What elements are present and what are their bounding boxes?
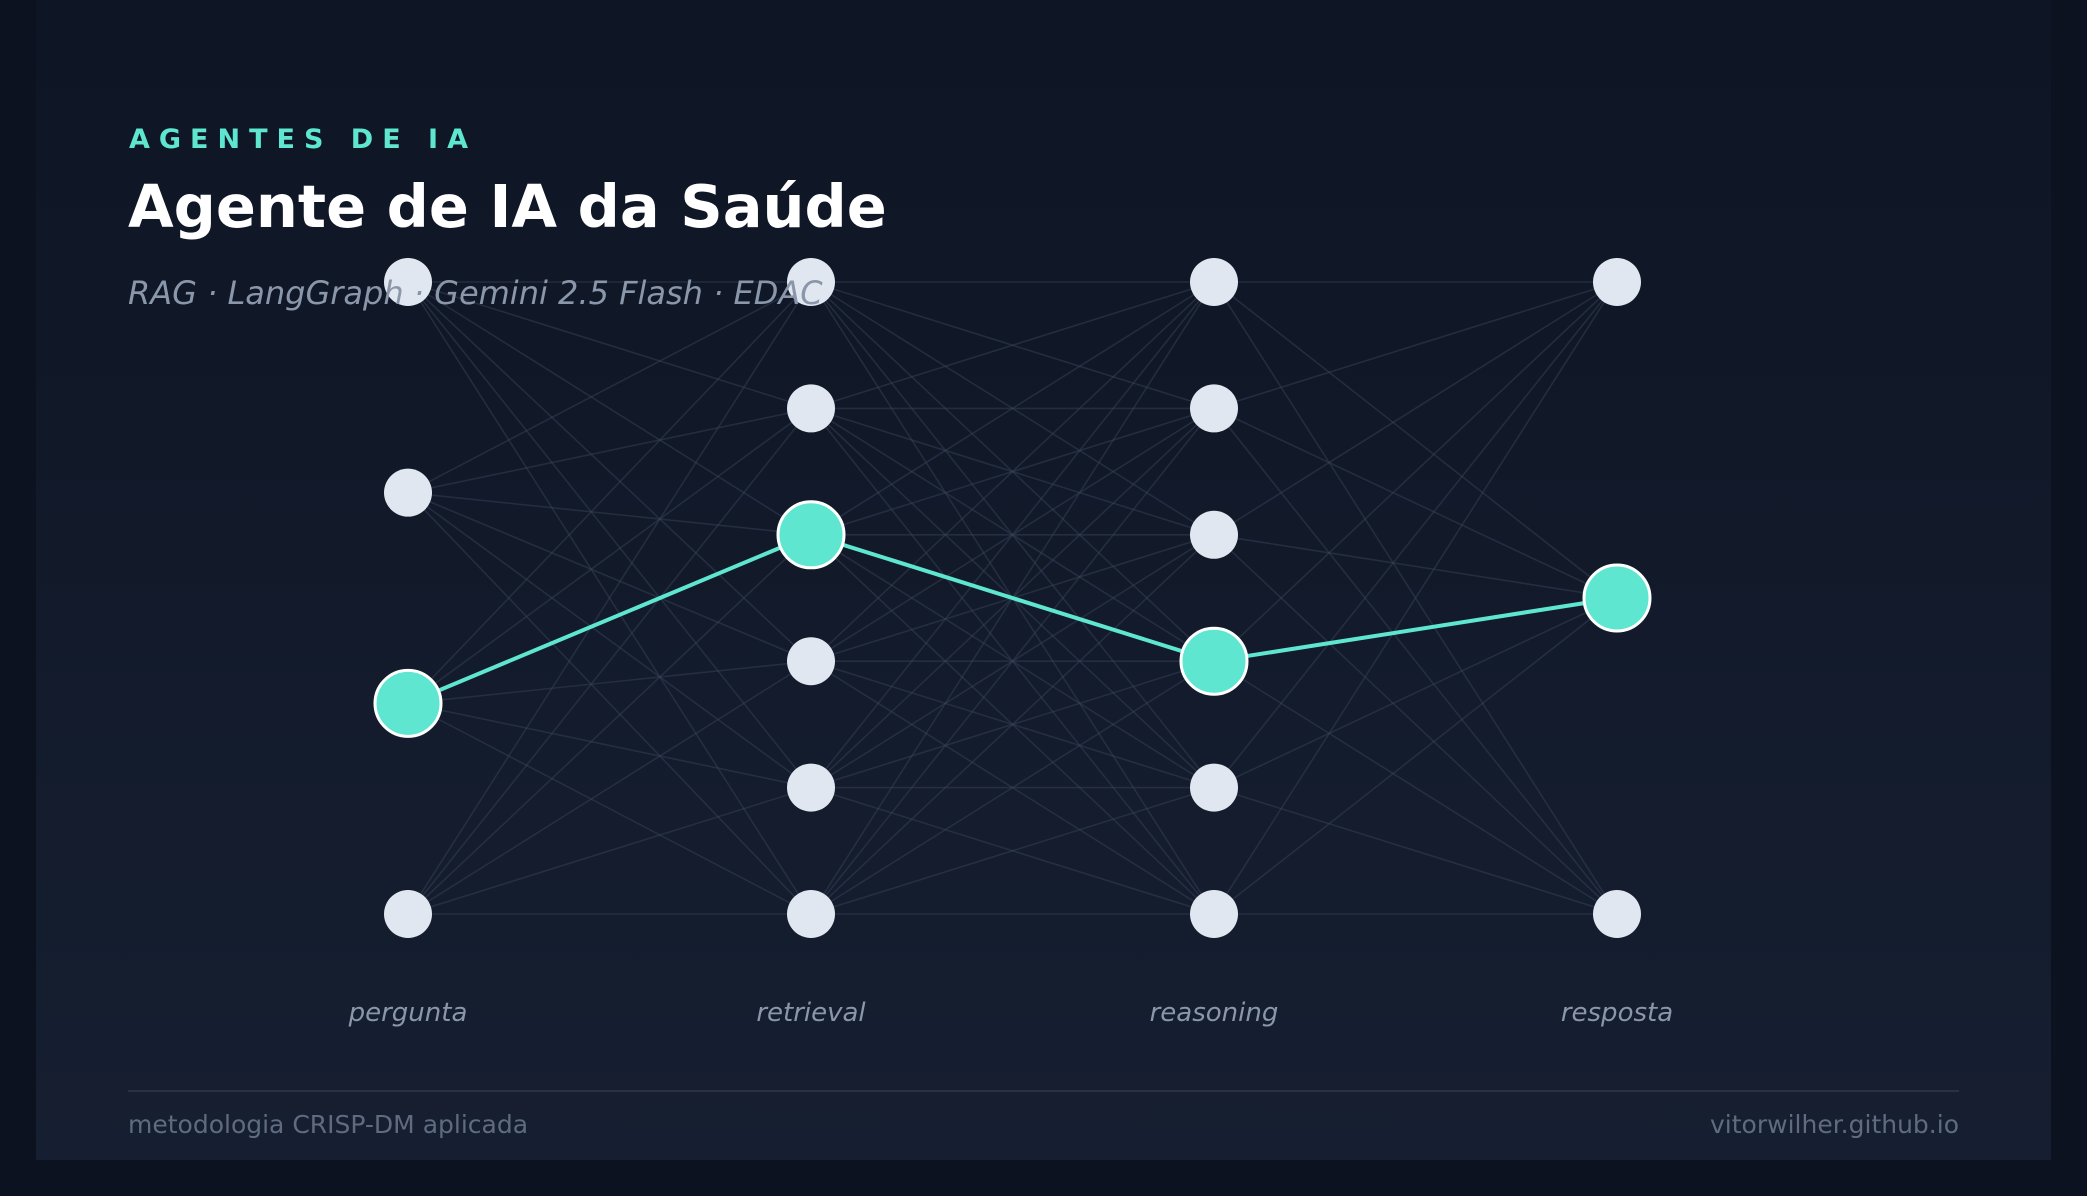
edge-0-1-2 — [407, 491, 812, 536]
edge-2-3-0 — [1213, 281, 1618, 662]
edge-0-1-5 — [407, 492, 812, 915]
edge-1-1-3 — [810, 407, 1215, 662]
edge-1-5-1 — [810, 407, 1215, 915]
edge-2-2-1 — [1213, 534, 1618, 599]
edge-1-3-1 — [810, 407, 1215, 662]
edge-1-4-5 — [810, 786, 1215, 915]
edge-layer — [407, 281, 1618, 915]
active-node-reasoning — [1179, 626, 1249, 696]
node-reasoning-5 — [1190, 890, 1238, 938]
edge-2-0-1 — [1213, 281, 1618, 599]
active-path-layer — [407, 532, 1618, 706]
edge-1-2-1 — [810, 407, 1215, 536]
eyebrow-label: AGENTES DE IA — [129, 124, 478, 155]
edge-0-0-2 — [407, 281, 812, 536]
node-reasoning-4 — [1190, 763, 1238, 812]
edge-0-2-3 — [407, 660, 812, 705]
edge-1-3-4 — [810, 660, 1215, 789]
edge-2-2-0 — [1213, 281, 1618, 536]
edge-1-4-3 — [810, 660, 1215, 789]
edge-0-3-0 — [407, 281, 812, 915]
edge-1-2-4 — [810, 534, 1215, 789]
edge-0-2-1 — [407, 407, 812, 704]
edge-1-2-0 — [810, 281, 1215, 536]
edge-1-0-1 — [810, 281, 1215, 410]
edge-1-2-5 — [810, 534, 1215, 915]
node-pergunta-0 — [384, 258, 432, 306]
edge-1-0-4 — [810, 281, 1215, 789]
edge-2-1-2 — [1213, 407, 1618, 915]
edge-0-0-5 — [407, 281, 812, 915]
edge-1-1-5 — [810, 407, 1215, 915]
edge-1-0-3 — [810, 281, 1215, 662]
stage-label-reasoning: reasoning — [1150, 998, 1279, 1028]
node-retrieval-4 — [787, 763, 835, 812]
stage-label-retrieval: retrieval — [756, 998, 866, 1028]
edge-0-1-1 — [407, 407, 812, 494]
edge-0-2-5 — [407, 702, 812, 915]
edge-0-1-3 — [407, 491, 812, 662]
edge-2-1-0 — [1213, 281, 1618, 410]
edge-1-5-3 — [810, 660, 1215, 915]
edge-2-3-2 — [1213, 660, 1618, 915]
stage-label-resposta: resposta — [1561, 998, 1673, 1028]
node-reasoning-2 — [1190, 510, 1238, 559]
active-node-pergunta — [373, 668, 443, 738]
node-resposta-0 — [1593, 258, 1641, 306]
active-node-retrieval — [776, 500, 846, 570]
edge-1-3-0 — [810, 281, 1215, 662]
active-path-segment-2 — [1213, 596, 1618, 664]
edge-2-1-1 — [1213, 407, 1618, 599]
page-title: Agente de IA da Saúde — [128, 172, 887, 241]
active-path-segment-0 — [407, 532, 812, 706]
edge-2-0-2 — [1213, 281, 1618, 915]
edge-0-1-0 — [407, 281, 812, 494]
edge-0-3-4 — [407, 786, 812, 915]
edge-0-0-3 — [407, 281, 812, 662]
edge-1-0-2 — [810, 281, 1215, 536]
edge-0-0-1 — [407, 281, 812, 410]
edge-2-5-1 — [1213, 597, 1618, 915]
edge-1-4-0 — [810, 281, 1215, 789]
node-pergunta-1 — [384, 468, 432, 517]
edge-0-0-4 — [407, 281, 812, 789]
node-reasoning-1 — [1190, 384, 1238, 433]
active-node-resposta — [1582, 563, 1652, 633]
card-background — [36, 0, 2051, 1160]
node-retrieval-0 — [787, 258, 835, 306]
page-subtitle: RAG · LangGraph · Gemini 2.5 Flash · EDA… — [128, 274, 823, 312]
edge-1-1-2 — [810, 407, 1215, 536]
edge-0-3-2 — [407, 534, 812, 915]
edge-2-4-2 — [1213, 786, 1618, 915]
edge-1-4-2 — [810, 534, 1215, 789]
edge-0-2-4 — [407, 702, 812, 789]
edge-2-4-0 — [1213, 281, 1618, 789]
footer-site-link[interactable]: vitorwilher.github.io — [1710, 1110, 1959, 1139]
node-retrieval-3 — [787, 637, 835, 686]
edge-2-5-0 — [1213, 281, 1618, 915]
node-reasoning-0 — [1190, 258, 1238, 306]
edge-2-4-1 — [1213, 597, 1618, 789]
footer-divider — [128, 1090, 1959, 1092]
edge-1-3-5 — [810, 660, 1215, 915]
edge-0-3-3 — [407, 660, 812, 915]
edge-1-5-4 — [810, 786, 1215, 915]
edge-1-1-0 — [810, 281, 1215, 410]
active-path-segment-1 — [810, 532, 1215, 664]
node-retrieval-1 — [787, 384, 835, 433]
stage-label-pergunta: pergunta — [348, 998, 468, 1028]
stage-label-layer: pergunta retrieval reasoning resposta — [348, 998, 1674, 1028]
node-retrieval-5 — [787, 890, 835, 938]
node-pergunta-3 — [384, 890, 432, 938]
edge-2-2-2 — [1213, 534, 1618, 915]
edge-0-3-1 — [407, 407, 812, 915]
node-resposta-2 — [1593, 890, 1641, 938]
edge-0-1-4 — [407, 492, 812, 789]
edge-1-5-2 — [810, 534, 1215, 915]
footer-methodology: metodologia CRISP-DM aplicada — [128, 1110, 529, 1139]
edge-0-2-0 — [407, 281, 812, 704]
node-layer — [373, 258, 1652, 938]
